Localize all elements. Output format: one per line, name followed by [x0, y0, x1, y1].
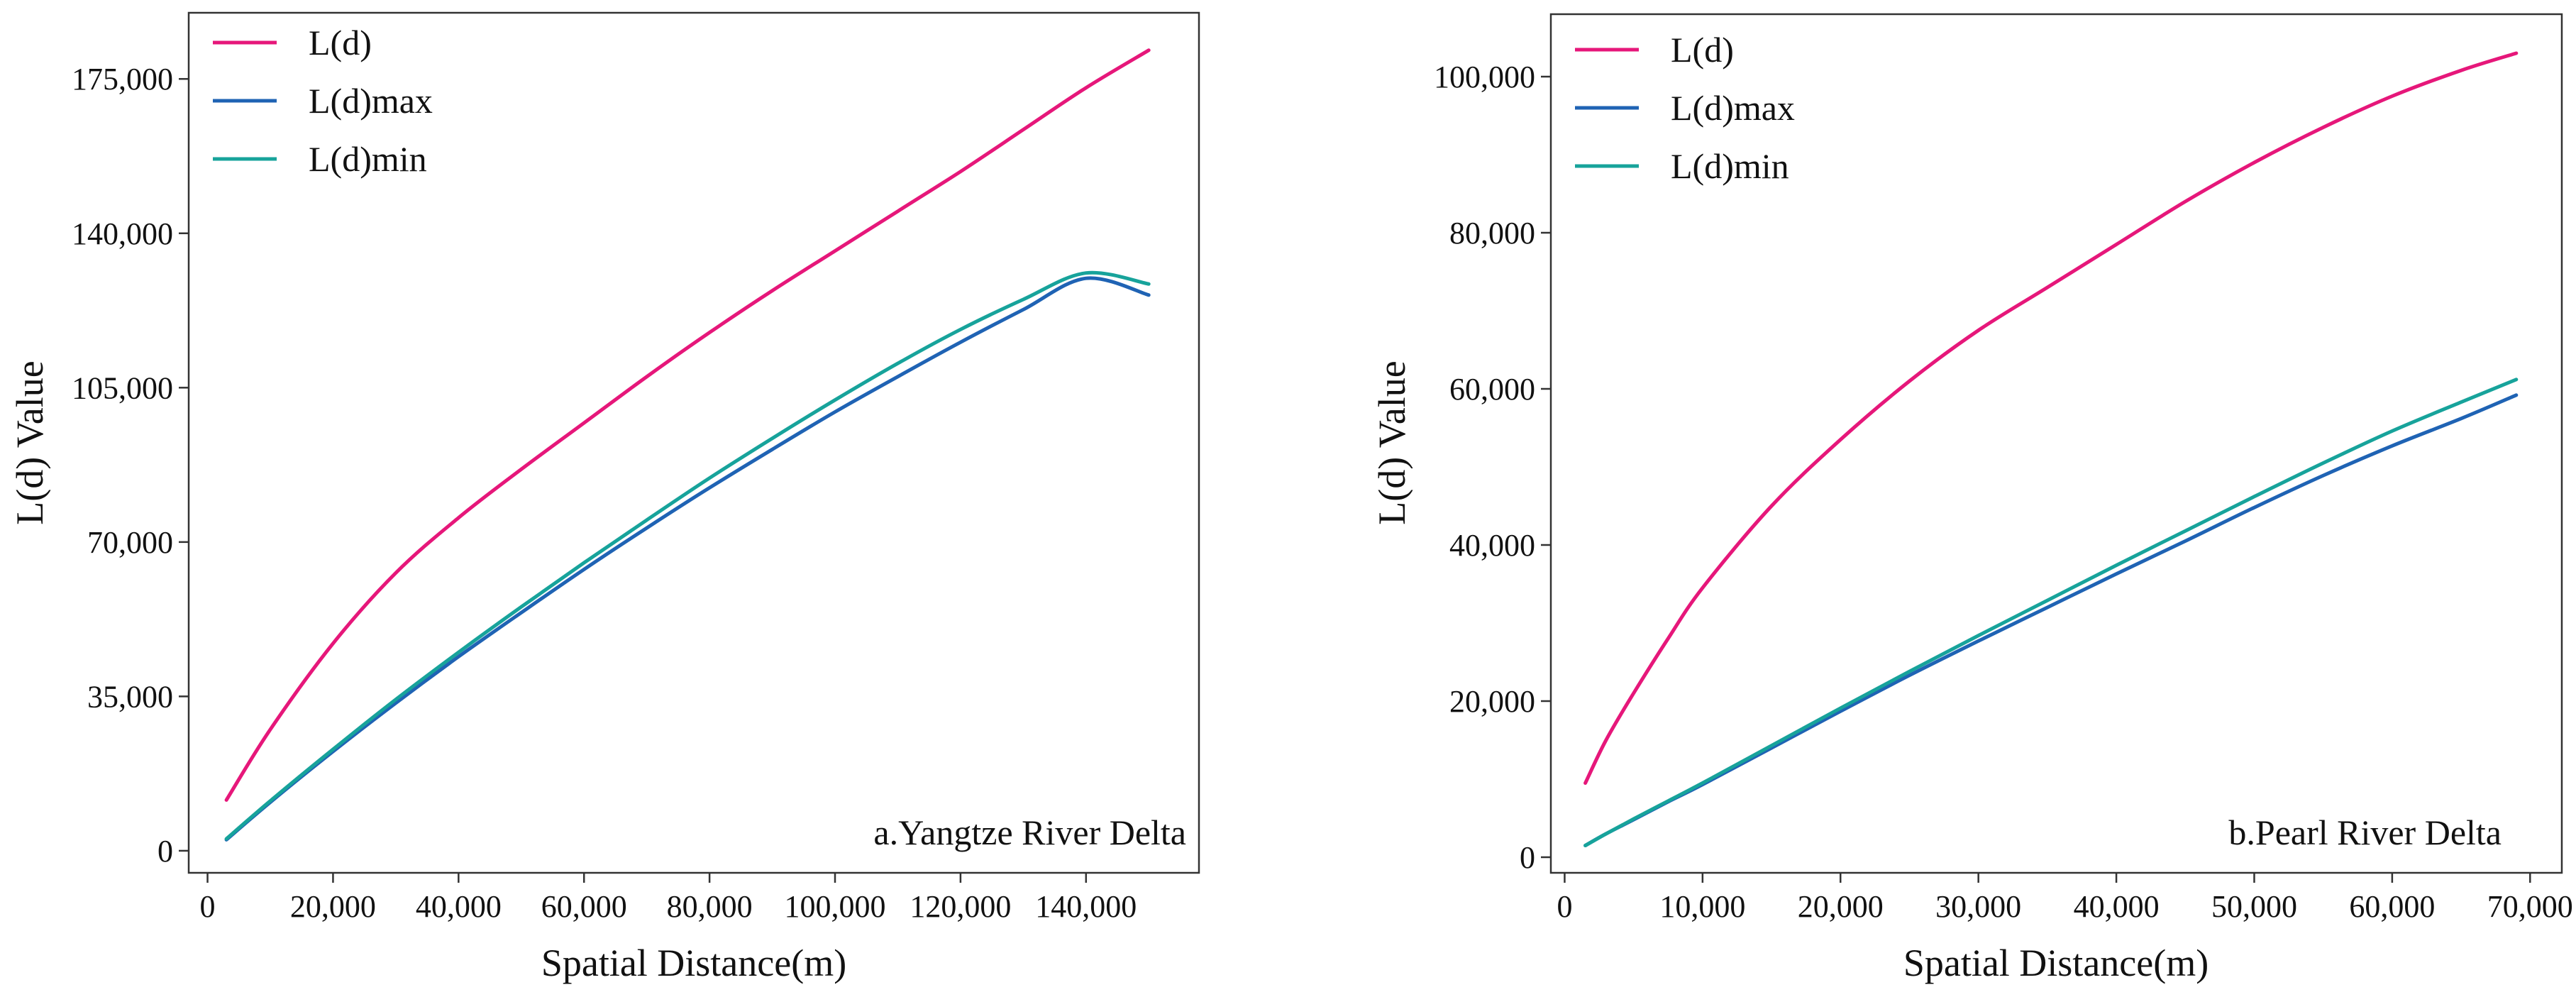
x-tick-label: 0: [1557, 889, 1572, 924]
y-tick-label: 175,000: [72, 62, 173, 97]
series-line-l-d-max: [224, 276, 1151, 842]
x-tick-label: 20,000: [290, 889, 376, 924]
y-ticks: 0 20,000 40,000 60,000 80,000 100,000: [1434, 60, 1551, 875]
y-tick-label: 35,000: [87, 679, 173, 714]
series-lines: [224, 48, 1151, 842]
legend-label-l-d-min: L(d)min: [309, 139, 427, 179]
x-axis-title: Spatial Distance(m): [1903, 942, 2209, 984]
x-tick-label: 0: [200, 889, 216, 924]
series-lines: [1583, 51, 2519, 847]
panel-annotation: b.Pearl River Delta: [2228, 813, 2502, 852]
y-tick-label: 105,000: [72, 370, 173, 405]
plot-frame: [1549, 13, 2563, 874]
y-tick-label: 0: [157, 834, 173, 869]
x-tick-label: 140,000: [1035, 889, 1137, 924]
y-ticks: 0 35,000 70,000 105,000 140,000 175,000: [72, 62, 189, 869]
y-axis-title: L(d) Value: [1371, 360, 1413, 524]
x-ticks: 0 20,000 40,000 60,000 80,000 100,000 120,000 1…: [200, 873, 1137, 924]
legend-label-l-d: L(d): [1671, 30, 1734, 70]
series-line-l-d: [224, 48, 1151, 802]
y-tick-label: 20,000: [1449, 684, 1535, 719]
x-tick-label: 20,000: [1798, 889, 1884, 924]
panel-annotation: a.Yangtze River Delta: [873, 813, 1186, 852]
y-tick-label: 80,000: [1449, 216, 1535, 250]
series-line-l-d: [1583, 51, 2519, 785]
x-tick-label: 100,000: [785, 889, 886, 924]
chart-panel-pearl: 0 10,000 20,000 30,000 40,000 50,000 60,000 70,…: [1371, 13, 2573, 984]
x-tick-label: 30,000: [1935, 889, 2021, 924]
y-tick-label: 100,000: [1434, 60, 1535, 94]
legend: L(d) L(d)max L(d)min: [1575, 30, 1795, 186]
y-tick-label: 70,000: [87, 525, 173, 560]
y-tick-label: 0: [1520, 840, 1535, 875]
y-tick-label: 40,000: [1449, 528, 1535, 563]
y-tick-label: 60,000: [1449, 372, 1535, 407]
legend-label-l-d-max: L(d)max: [309, 81, 433, 121]
legend-label-l-d-max: L(d)max: [1671, 88, 1795, 128]
x-axis-title: Spatial Distance(m): [541, 942, 846, 984]
legend-label-l-d: L(d): [309, 23, 372, 62]
x-tick-label: 40,000: [2074, 889, 2160, 924]
x-tick-label: 60,000: [2349, 889, 2435, 924]
x-tick-label: 70,000: [2487, 889, 2573, 924]
y-tick-label: 140,000: [72, 216, 173, 251]
series-line-l-d-min: [1583, 378, 2519, 847]
x-ticks: 0 10,000 20,000 30,000 40,000 50,000 60,000 70,…: [1557, 873, 2573, 924]
x-tick-label: 120,000: [910, 889, 1011, 924]
x-tick-label: 60,000: [541, 889, 627, 924]
x-tick-label: 80,000: [667, 889, 753, 924]
x-tick-label: 10,000: [1659, 889, 1745, 924]
series-line-l-d-min: [224, 270, 1151, 841]
series-line-l-d-max: [1583, 393, 2519, 847]
x-tick-label: 50,000: [2211, 889, 2297, 924]
chart-panel-yangtze: 0 20,000 40,000 60,000 80,000 100,000 120,000 1…: [9, 11, 1200, 984]
x-tick-label: 40,000: [416, 889, 502, 924]
legend: L(d) L(d)max L(d)min: [213, 23, 433, 179]
y-axis-title: L(d) Value: [9, 360, 51, 524]
plot-frame: [187, 11, 1200, 874]
legend-label-l-d-min: L(d)min: [1671, 146, 1789, 186]
